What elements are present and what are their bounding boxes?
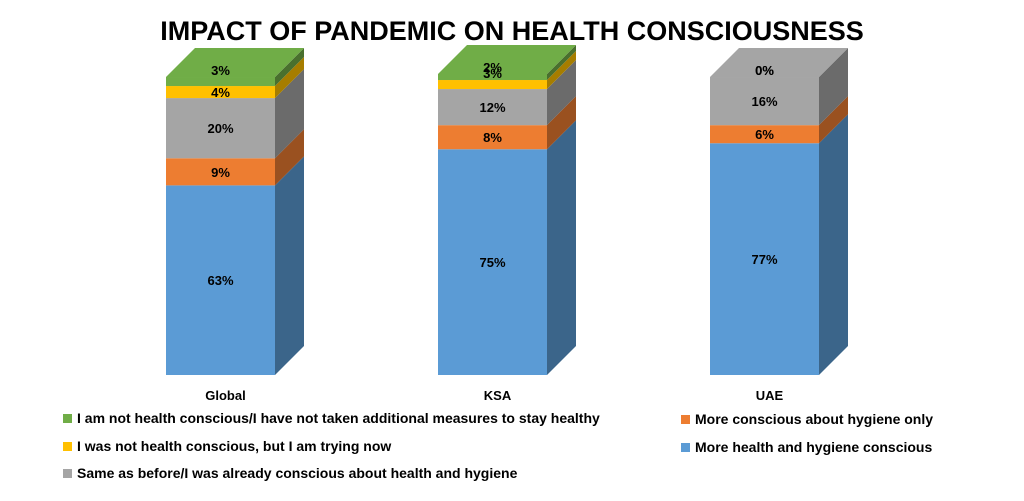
bar-global-series-2 (166, 98, 275, 159)
x-tick-label-ksa: KSA (484, 388, 512, 403)
data-label-global-series-3: 4% (211, 85, 230, 100)
bar-uae-series-0 (710, 143, 819, 375)
bar-side-ksa-series-1 (547, 96, 576, 150)
bar-side-ksa-series-3 (547, 51, 576, 90)
bar-top-ksa (438, 45, 576, 74)
bar-global-series-1 (166, 158, 275, 186)
bar-ksa-series-0 (438, 149, 547, 375)
bar-global-series-3 (166, 86, 275, 99)
bar-side-uae-series-0 (819, 114, 848, 375)
data-label-ksa-series-2: 12% (479, 100, 505, 115)
bar-side-global-series-1 (275, 129, 304, 186)
bar-side-global-series-2 (275, 69, 304, 159)
bar-ksa-series-2 (438, 89, 547, 126)
data-label-uae-series-4: 0% (755, 63, 774, 78)
legend-label-series-1: More conscious about hygiene only (695, 411, 933, 427)
data-label-global-series-2: 20% (207, 121, 233, 136)
legend-label-series-4: I am not health conscious/I have not tak… (77, 410, 600, 426)
bar-side-uae-series-1 (819, 96, 848, 144)
bar-ksa-series-1 (438, 125, 547, 150)
legend-swatch-series-3 (63, 442, 72, 451)
bar-side-global-series-4 (275, 48, 304, 87)
data-label-ksa-series-3: 3% (483, 66, 502, 81)
legend-label-series-0: More health and hygiene conscious (695, 439, 932, 455)
legend-swatch-series-1 (681, 415, 690, 424)
legend-label-series-3: I was not health conscious, but I am try… (77, 438, 391, 454)
bar-top-uae (710, 48, 848, 78)
bar-side-ksa-series-2 (547, 60, 576, 126)
bar-side-uae-series-2 (819, 48, 848, 126)
bar-uae-series-2 (710, 77, 819, 126)
legend-swatch-series-2 (63, 469, 72, 478)
bar-side-global-series-3 (275, 57, 304, 99)
data-label-global-series-4: 3% (211, 63, 230, 78)
labels-layer: 63%9%20%4%3%Global75%8%12%3%2%KSA77%6%16… (205, 60, 783, 403)
data-label-global-series-1: 9% (211, 165, 230, 180)
bar-side-ksa-series-0 (547, 120, 576, 375)
chart-title: IMPACT OF PANDEMIC ON HEALTH CONSCIOUSNE… (160, 16, 864, 46)
data-label-global-series-0: 63% (207, 273, 233, 288)
bar-uae-series-1 (710, 125, 819, 144)
legend-swatch-series-0 (681, 443, 690, 452)
bar-ksa-series-3 (438, 80, 547, 90)
data-label-uae-series-3: 0% (755, 63, 774, 78)
data-label-ksa-series-0: 75% (479, 255, 505, 270)
x-tick-label-uae: UAE (756, 388, 784, 403)
legend-swatch-series-4 (63, 414, 72, 423)
x-tick-label-global: Global (205, 388, 245, 403)
bar-side-ksa-series-4 (547, 45, 576, 81)
data-label-uae-series-2: 16% (751, 94, 777, 109)
data-label-ksa-series-1: 8% (483, 130, 502, 145)
legend-label-series-2: Same as before/I was already conscious a… (77, 465, 518, 481)
data-label-uae-series-0: 77% (751, 252, 777, 267)
bar-side-global-series-0 (275, 156, 304, 375)
data-label-uae-series-1: 6% (755, 127, 774, 142)
bar-global-series-4 (166, 77, 275, 87)
data-label-ksa-series-4: 2% (483, 60, 502, 75)
bar-top-global (166, 48, 304, 78)
bar-global-series-0 (166, 185, 275, 375)
bars-layer (166, 45, 848, 375)
legend: I am not health conscious/I have not tak… (63, 410, 933, 481)
bar-ksa-series-4 (438, 74, 547, 81)
